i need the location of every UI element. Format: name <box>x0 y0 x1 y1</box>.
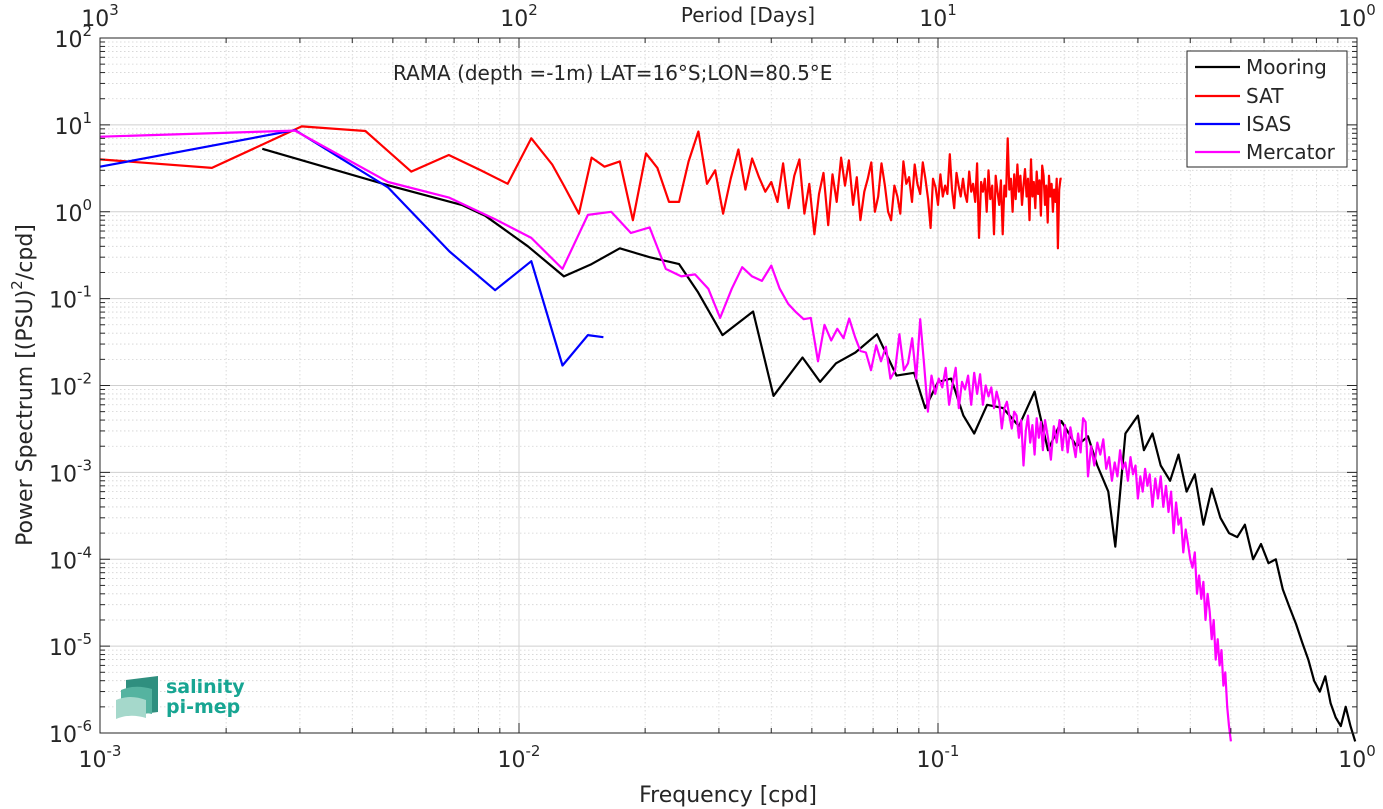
x-tick-label-base: 10 <box>1338 748 1366 773</box>
minor-grid <box>100 38 1357 733</box>
y-tick-label-exp: -4 <box>77 543 92 561</box>
top-tick-label: 103 <box>81 1 119 32</box>
y-tick-label-exp: -1 <box>77 283 92 301</box>
top-tick-label: 100 <box>1338 1 1376 32</box>
tick-marks <box>99 37 1358 734</box>
series-layer <box>99 125 1357 742</box>
x-tick-label-exp: -2 <box>526 742 541 760</box>
x-tick-label-exp: -1 <box>945 742 960 760</box>
y-tick-label-base: 10 <box>54 202 82 227</box>
y-tick-label: 100 <box>54 196 92 227</box>
y-tick-label: 101 <box>54 109 92 140</box>
y-tick-label-exp: 0 <box>82 196 92 214</box>
top-tick-label: 102 <box>500 1 538 32</box>
y-tick-label-base: 10 <box>49 289 77 314</box>
series-line-sat <box>99 125 1062 250</box>
top-tick-label: 101 <box>919 1 957 32</box>
x-tick-label: 100 <box>1338 742 1376 773</box>
y-tick-label-base: 10 <box>49 462 77 487</box>
top-tick-label-exp: 3 <box>109 1 119 19</box>
x-tick-label-exp: -3 <box>107 742 122 760</box>
salinity-pi-mep-logo: salinity pi-mep <box>116 676 245 719</box>
y-tick-label: 102 <box>54 22 92 53</box>
top-tick-labels: 103 102 101 100 <box>81 1 1376 32</box>
y-tick-label-exp: 1 <box>82 109 92 127</box>
y-axis-title-main: Power Spectrum [(PSU) <box>13 290 38 546</box>
y-tick-label: 10-5 <box>49 630 92 661</box>
logo-wave-front <box>116 697 146 719</box>
x-tick-label-base: 10 <box>79 748 107 773</box>
y-tick-label-exp: -6 <box>77 717 92 735</box>
legend-label-mercator: Mercator <box>1246 140 1336 164</box>
series-line-isas <box>99 129 604 367</box>
x-tick-label: 10-2 <box>498 742 541 773</box>
top-axis-title: Period [Days] <box>681 3 815 27</box>
y-tick-label-base: 10 <box>49 723 77 748</box>
y-tick-label-exp: -5 <box>77 630 92 648</box>
y-tick-label-exp: 2 <box>82 22 92 40</box>
legend-label-isas: ISAS <box>1246 112 1291 136</box>
series-line-mercator <box>99 129 1232 742</box>
legend-label-sat: SAT <box>1246 84 1284 108</box>
legend-label-mooring: Mooring <box>1246 55 1327 79</box>
y-tick-label: 10-3 <box>49 456 92 487</box>
x-tick-label: 10-1 <box>917 742 960 773</box>
top-tick-label-exp: 2 <box>528 1 538 19</box>
x-tick-label-base: 10 <box>498 748 526 773</box>
y-tick-label-base: 10 <box>49 636 77 661</box>
logo-text-line2: pi-mep <box>166 696 240 718</box>
y-tick-label: 10-2 <box>49 370 92 401</box>
y-tick-label-exp: -3 <box>77 456 92 474</box>
x-tick-labels: 10-3 10-2 10-1 100 <box>79 742 1376 773</box>
x-tick-label-base: 10 <box>917 748 945 773</box>
y-tick-label-base: 10 <box>54 28 82 53</box>
logo-text-line1: salinity <box>166 676 245 698</box>
top-tick-label-base: 10 <box>81 7 109 32</box>
chart-annotation: RAMA (depth =-1m) LAT=16°S;LON=80.5°E <box>393 61 832 85</box>
y-tick-label: 10-6 <box>49 717 92 748</box>
y-axis-title-sup: 2 <box>8 280 26 290</box>
top-tick-label-exp: 0 <box>1366 1 1376 19</box>
x-tick-label-exp: 0 <box>1366 742 1376 760</box>
y-tick-label-base: 10 <box>49 376 77 401</box>
legend: Mooring SAT ISAS Mercator <box>1186 50 1348 168</box>
top-tick-label-base: 10 <box>919 7 947 32</box>
top-tick-label-exp: 1 <box>947 1 957 19</box>
x-axis-title: Frequency [cpd] <box>639 783 817 808</box>
y-axis-title-tail: /cpd] <box>13 224 38 280</box>
top-tick-label-base: 10 <box>1338 7 1366 32</box>
y-tick-label-exp: -2 <box>77 370 92 388</box>
y-tick-label-base: 10 <box>54 115 82 140</box>
legend-box <box>1186 50 1348 168</box>
y-axis-title: Power Spectrum [(PSU)2/cpd] <box>8 224 38 546</box>
top-tick-label-base: 10 <box>500 7 528 32</box>
y-tick-label-base: 10 <box>49 549 77 574</box>
x-tick-label: 10-3 <box>79 742 122 773</box>
y-tick-label: 10-4 <box>49 543 92 574</box>
series-line-mooring <box>261 147 1357 742</box>
y-tick-label: 10-1 <box>49 283 92 314</box>
